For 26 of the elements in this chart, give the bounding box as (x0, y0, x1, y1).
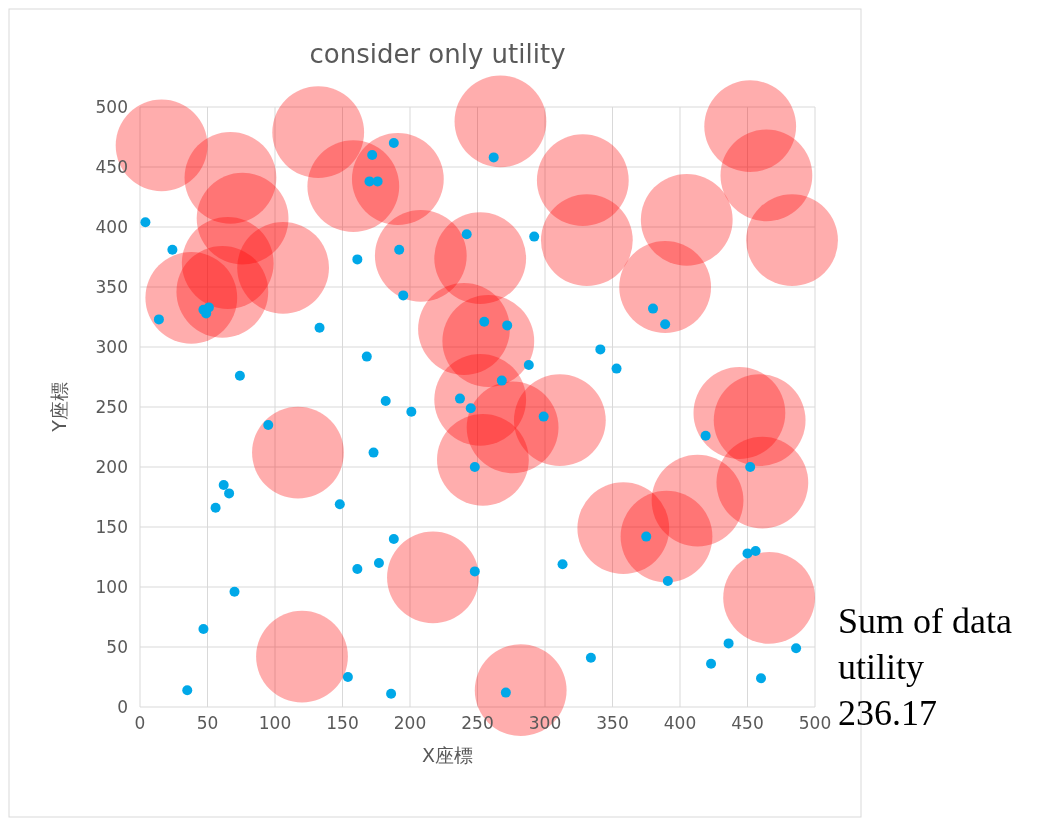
x-tick-label: 400 (663, 713, 697, 733)
y-tick-label: 450 (95, 157, 128, 177)
x-tick-label: 450 (731, 713, 764, 733)
y-tick-label: 100 (95, 577, 128, 597)
x-tick-label: 50 (196, 713, 219, 733)
y-tick-label: 500 (95, 97, 128, 117)
chart-title: consider only utility (309, 39, 566, 69)
x-tick-label: 100 (258, 713, 292, 733)
y-tick-label: 0 (117, 697, 128, 717)
x-tick-label: 350 (596, 713, 629, 733)
y-tick-label: 150 (95, 517, 128, 537)
y-tick-label: 300 (95, 337, 128, 357)
x-tick-label: 200 (393, 713, 427, 733)
x-axis-title: X座標 (421, 744, 474, 766)
x-tick-label: 0 (134, 713, 146, 733)
y-tick-label: 50 (106, 637, 128, 657)
y-tick-label: 400 (95, 217, 128, 237)
y-tick-label: 350 (95, 277, 128, 297)
x-tick-label: 300 (528, 713, 562, 733)
x-tick-label: 500 (798, 713, 832, 733)
text: Sum of data utility 236.17 (838, 601, 1012, 733)
y-tick-label: 250 (95, 397, 128, 417)
y-axis-title: Y座標 (48, 382, 70, 433)
x-tick-label: 150 (326, 713, 359, 733)
x-tick-label: 250 (461, 713, 494, 733)
y-tick-label: 200 (95, 457, 128, 477)
